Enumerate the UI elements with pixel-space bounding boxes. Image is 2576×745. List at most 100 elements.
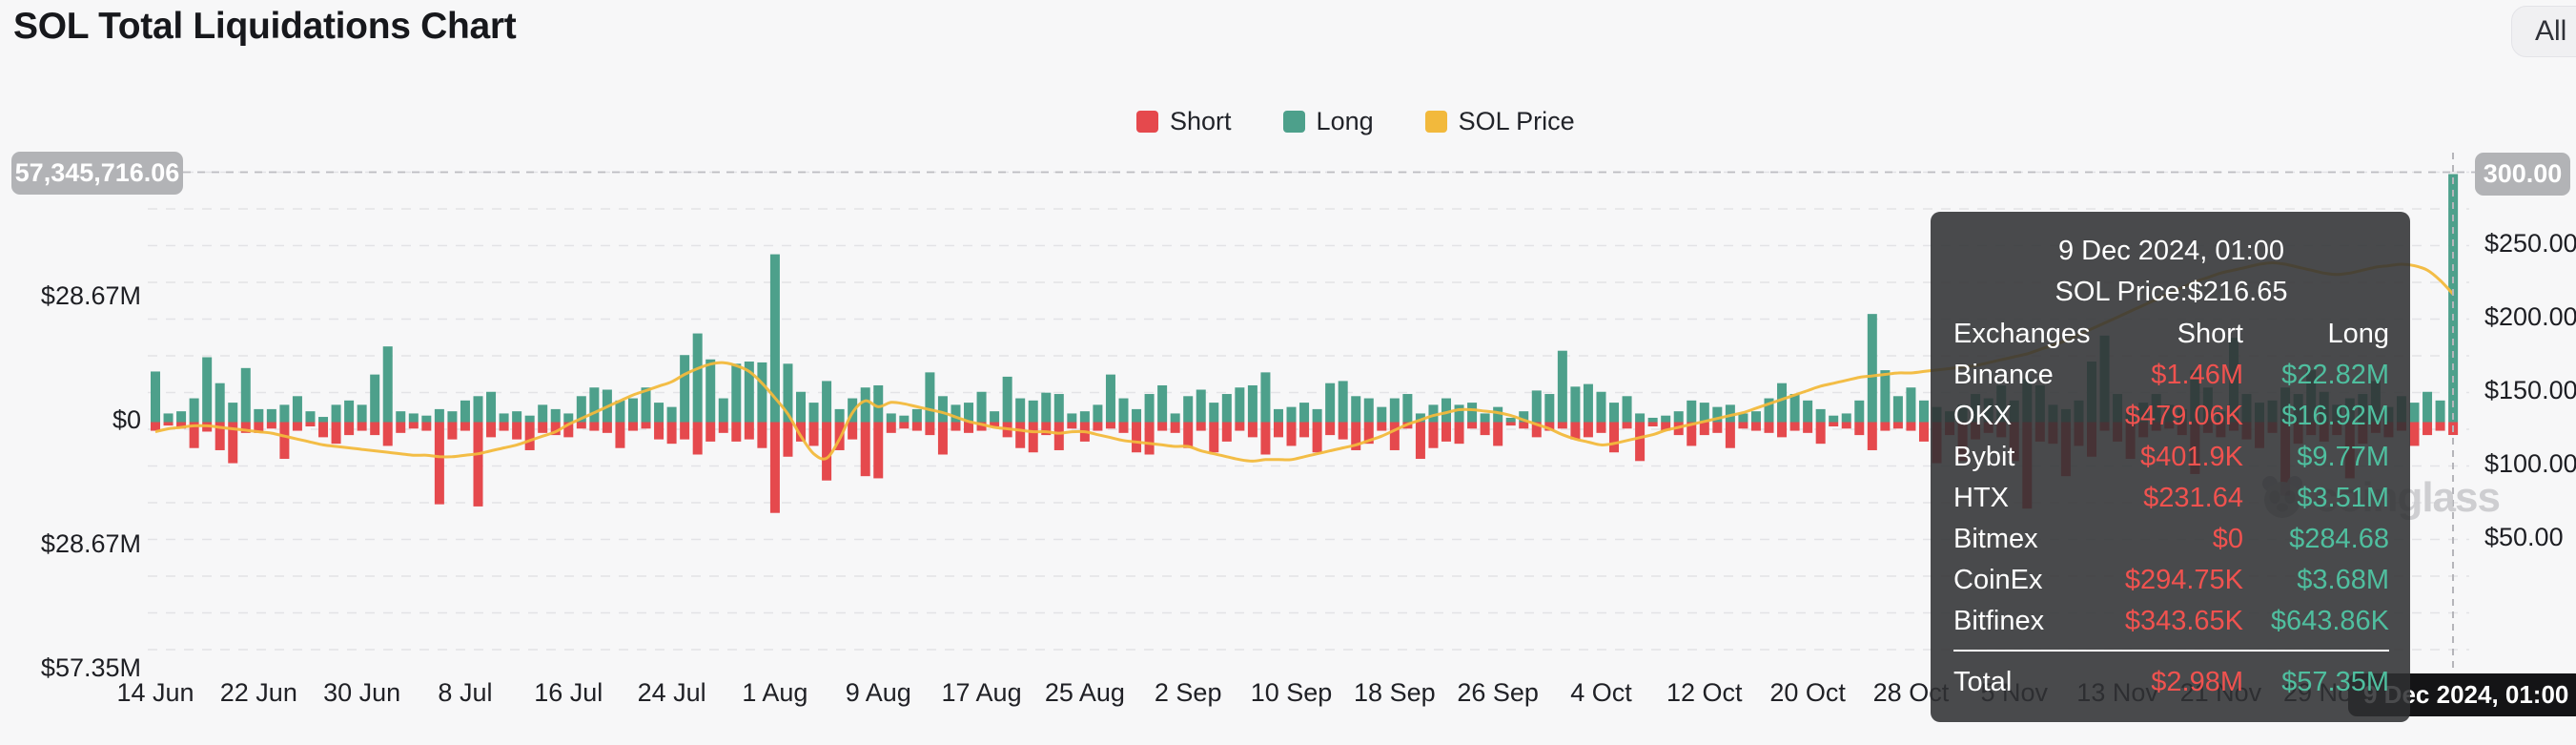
long-liquidation-bar[interactable]: [1557, 350, 1567, 423]
long-liquidation-bar[interactable]: [1892, 396, 1903, 423]
short-liquidation-bar[interactable]: [860, 422, 870, 477]
long-liquidation-bar[interactable]: [589, 387, 600, 423]
short-liquidation-bar[interactable]: [641, 422, 651, 429]
short-liquidation-bar[interactable]: [990, 422, 1000, 427]
long-liquidation-bar[interactable]: [2448, 174, 2459, 423]
long-liquidation-bar[interactable]: [1673, 411, 1684, 423]
long-liquidation-bar[interactable]: [641, 387, 651, 423]
short-liquidation-bar[interactable]: [1235, 422, 1245, 431]
short-liquidation-bar[interactable]: [937, 422, 948, 455]
long-liquidation-bar[interactable]: [1221, 394, 1232, 423]
long-liquidation-bar[interactable]: [1105, 374, 1115, 423]
long-liquidation-bar[interactable]: [163, 413, 174, 423]
long-liquidation-bar[interactable]: [189, 398, 199, 423]
short-liquidation-bar[interactable]: [228, 422, 238, 464]
long-liquidation-bar[interactable]: [1738, 413, 1748, 423]
long-liquidation-bar[interactable]: [576, 396, 586, 423]
short-liquidation-bar[interactable]: [1415, 422, 1425, 460]
long-liquidation-bar[interactable]: [1325, 383, 1336, 423]
short-liquidation-bar[interactable]: [796, 422, 806, 442]
long-liquidation-bar[interactable]: [1428, 404, 1439, 423]
short-liquidation-bar[interactable]: [318, 422, 329, 438]
long-liquidation-bar[interactable]: [512, 411, 522, 423]
short-liquidation-bar[interactable]: [654, 422, 664, 440]
short-liquidation-bar[interactable]: [976, 422, 987, 431]
long-liquidation-bar[interactable]: [396, 411, 406, 423]
short-liquidation-bar[interactable]: [705, 422, 716, 442]
short-liquidation-bar[interactable]: [2409, 422, 2420, 446]
short-liquidation-bar[interactable]: [215, 422, 225, 450]
long-liquidation-bar[interactable]: [1157, 384, 1168, 423]
short-liquidation-bar[interactable]: [1635, 422, 1646, 462]
long-liquidation-bar[interactable]: [1183, 396, 1194, 423]
short-liquidation-bar[interactable]: [1906, 422, 1916, 431]
long-liquidation-bar[interactable]: [886, 413, 896, 423]
long-liquidation-bar[interactable]: [1454, 404, 1464, 423]
long-liquidation-bar[interactable]: [822, 381, 832, 423]
long-liquidation-bar[interactable]: [1389, 398, 1400, 423]
short-liquidation-bar[interactable]: [1531, 422, 1542, 438]
long-liquidation-bar[interactable]: [1570, 386, 1581, 423]
short-liquidation-bar[interactable]: [1609, 422, 1620, 453]
long-liquidation-bar[interactable]: [408, 413, 419, 423]
short-liquidation-bar[interactable]: [1583, 422, 1593, 438]
long-liquidation-bar[interactable]: [1789, 394, 1800, 423]
short-liquidation-bar[interactable]: [1918, 422, 1929, 442]
short-liquidation-bar[interactable]: [1687, 422, 1697, 446]
short-liquidation-bar[interactable]: [2435, 422, 2445, 431]
long-liquidation-bar[interactable]: [1144, 394, 1155, 423]
long-liquidation-bar[interactable]: [331, 404, 341, 423]
short-liquidation-bar[interactable]: [1596, 422, 1606, 433]
long-liquidation-bar[interactable]: [783, 363, 793, 423]
legend-item-long[interactable]: Long: [1282, 107, 1374, 136]
short-liquidation-bar[interactable]: [1867, 422, 1877, 450]
short-liquidation-bar[interactable]: [512, 422, 522, 440]
long-liquidation-bar[interactable]: [1777, 383, 1788, 423]
long-liquidation-bar[interactable]: [976, 391, 987, 423]
long-liquidation-bar[interactable]: [1906, 387, 1916, 423]
long-liquidation-bar[interactable]: [615, 400, 625, 423]
long-liquidation-bar[interactable]: [202, 357, 213, 423]
short-liquidation-bar[interactable]: [279, 422, 290, 460]
short-liquidation-bar[interactable]: [1519, 422, 1529, 429]
long-liquidation-bar[interactable]: [1531, 390, 1542, 423]
long-liquidation-bar[interactable]: [680, 355, 690, 423]
long-liquidation-bar[interactable]: [1415, 413, 1425, 423]
long-liquidation-bar[interactable]: [1803, 400, 1813, 423]
long-liquidation-bar[interactable]: [1854, 400, 1865, 423]
short-liquidation-bar[interactable]: [370, 422, 380, 436]
short-liquidation-bar[interactable]: [1622, 422, 1632, 429]
long-liquidation-bar[interactable]: [1363, 398, 1374, 423]
short-liquidation-bar[interactable]: [1273, 422, 1283, 438]
short-liquidation-bar[interactable]: [615, 422, 625, 448]
long-liquidation-bar[interactable]: [292, 396, 302, 423]
long-liquidation-bar[interactable]: [796, 391, 806, 423]
short-liquidation-bar[interactable]: [1661, 422, 1671, 431]
long-liquidation-bar[interactable]: [1209, 403, 1219, 423]
long-liquidation-bar[interactable]: [1273, 408, 1283, 423]
legend-item-sol-price[interactable]: SOL Price: [1424, 107, 1575, 136]
short-liquidation-bar[interactable]: [964, 422, 974, 433]
long-liquidation-bar[interactable]: [215, 383, 225, 423]
short-liquidation-bar[interactable]: [1183, 422, 1194, 448]
short-liquidation-bar[interactable]: [1286, 422, 1297, 446]
long-liquidation-bar[interactable]: [1079, 411, 1090, 423]
long-liquidation-bar[interactable]: [705, 359, 716, 423]
long-liquidation-bar[interactable]: [1596, 391, 1606, 423]
long-liquidation-bar[interactable]: [228, 403, 238, 423]
long-liquidation-bar[interactable]: [305, 411, 316, 423]
short-liquidation-bar[interactable]: [1493, 422, 1503, 446]
long-liquidation-bar[interactable]: [1687, 400, 1697, 423]
short-liquidation-bar[interactable]: [1789, 422, 1800, 431]
long-liquidation-bar[interactable]: [1286, 406, 1297, 423]
long-liquidation-bar[interactable]: [434, 408, 444, 423]
long-liquidation-bar[interactable]: [1041, 392, 1052, 423]
long-liquidation-bar[interactable]: [1635, 413, 1646, 423]
long-liquidation-bar[interactable]: [1505, 417, 1516, 423]
short-liquidation-bar[interactable]: [1377, 422, 1387, 431]
long-liquidation-bar[interactable]: [460, 400, 470, 423]
short-liquidation-bar[interactable]: [240, 422, 251, 433]
short-liquidation-bar[interactable]: [899, 422, 910, 429]
long-liquidation-bar[interactable]: [1880, 370, 1891, 423]
short-liquidation-bar[interactable]: [1803, 422, 1813, 433]
